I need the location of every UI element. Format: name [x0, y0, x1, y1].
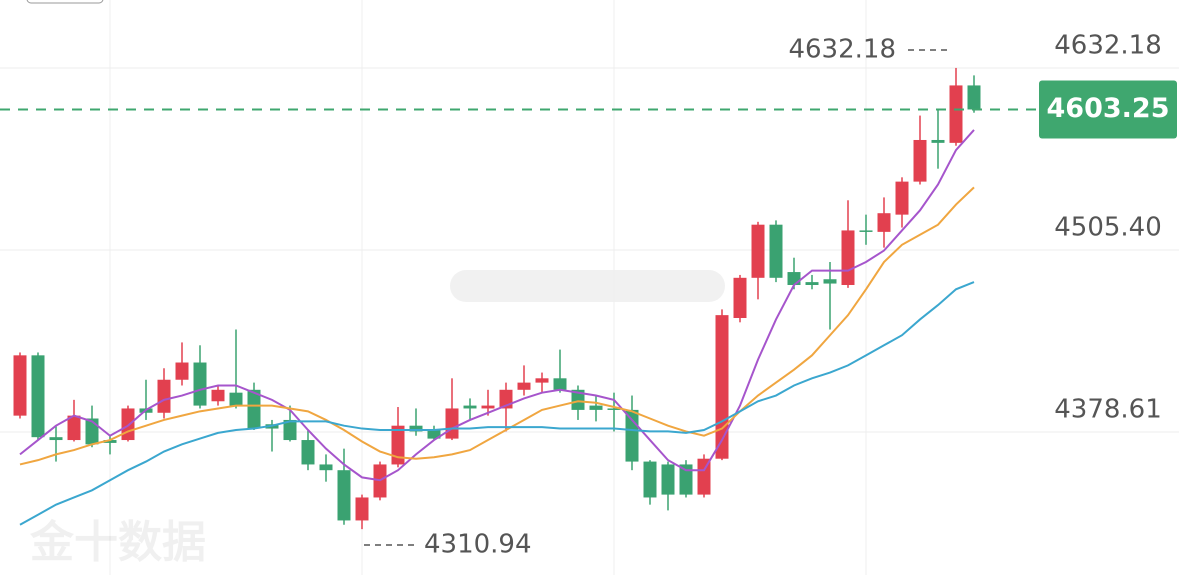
candle-body: [715, 315, 729, 459]
candle-body: [679, 464, 693, 495]
high-marker-label: 4632.18: [788, 35, 896, 65]
ma-line: [19, 281, 975, 526]
ma-line: [19, 129, 975, 482]
candle-body: [409, 425, 423, 432]
candle-body: [589, 405, 603, 410]
watermark: 金十数据: [29, 517, 206, 568]
last-price-box: [1039, 80, 1177, 139]
y-tick-label: 4378.61: [1054, 394, 1162, 424]
candle-body: [769, 224, 783, 278]
candle-body: [643, 461, 657, 498]
blurred-logo: [450, 270, 725, 302]
candle-body: [49, 437, 63, 441]
candle-body: [877, 213, 891, 232]
ma-line: [19, 186, 975, 466]
candle-body: [103, 440, 117, 443]
candle-body: [193, 362, 207, 406]
candle-body: [859, 230, 873, 232]
candle-body: [733, 277, 747, 319]
candle-body: [661, 464, 675, 495]
candle-body: [247, 389, 261, 429]
candle-body: [229, 392, 243, 406]
candle-body: [949, 85, 963, 143]
candle-body: [535, 378, 549, 383]
candle-body: [319, 464, 333, 471]
candle-body: [607, 408, 621, 410]
candle-body: [895, 181, 909, 215]
last-price-label: 4603.25: [1047, 93, 1170, 124]
y-tick-label: 4505.40: [1054, 212, 1162, 242]
candle-body: [13, 355, 27, 416]
candle-body: [823, 279, 837, 284]
candle-body: [787, 272, 801, 285]
y-tick-label: 4632.18: [1054, 30, 1162, 60]
candle-body: [751, 224, 765, 278]
candle-body: [175, 362, 189, 380]
candle-body: [481, 405, 495, 409]
candle-body: [67, 415, 81, 441]
candle-body: [463, 405, 477, 409]
candle-body: [931, 139, 945, 143]
candle-body: [283, 419, 297, 441]
candle-body: [571, 389, 585, 410]
candle-body: [337, 470, 351, 521]
candle-body: [355, 497, 369, 521]
candle-body: [553, 378, 567, 390]
candle-body: [517, 382, 531, 390]
candle-body: [805, 282, 819, 285]
candle-body: [211, 389, 225, 402]
candle-body: [841, 230, 855, 285]
candle-body: [31, 355, 45, 438]
candle-body: [967, 85, 981, 110]
candle-body: [301, 440, 315, 465]
candle-body: [157, 379, 171, 413]
candle-body: [427, 429, 441, 439]
top-tab: [26, 0, 104, 4]
candle-body: [625, 409, 639, 462]
candle-body: [445, 408, 459, 439]
candle-body: [697, 458, 711, 495]
candle-body: [913, 139, 927, 182]
candle-body: [391, 425, 405, 465]
low-marker-label: 4310.94: [424, 530, 532, 560]
candle-body: [121, 408, 135, 441]
